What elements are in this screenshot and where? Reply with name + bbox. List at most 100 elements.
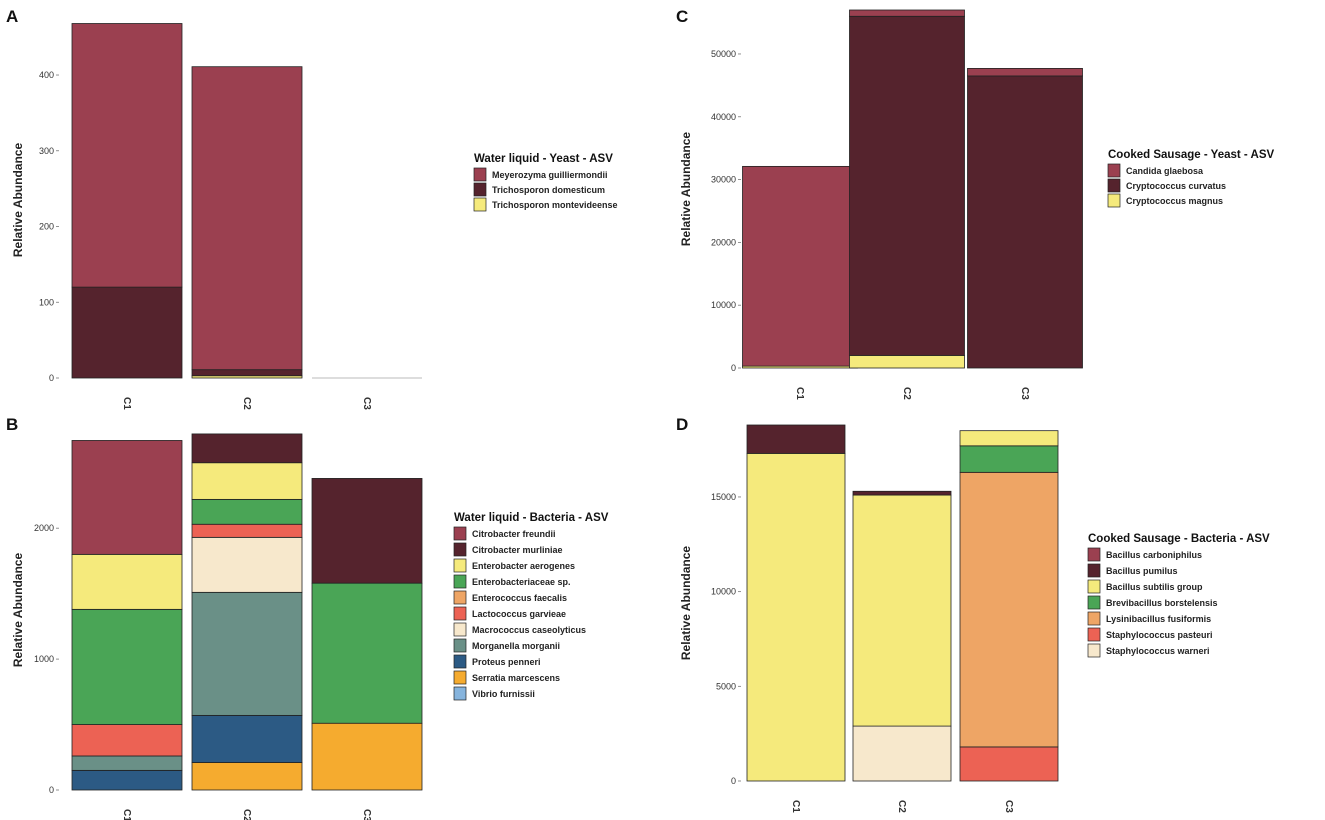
legend-item: Bacillus carboniphilus [1106, 550, 1202, 560]
legend-item: Citrobacter murliniae [472, 545, 563, 555]
bar-segment-c2-bacillus-pumilus [852, 490, 952, 496]
bar-segment-c1-enterobacteriaceae-sp- [71, 608, 183, 725]
x-tick-label: C1 [121, 397, 132, 410]
legend-swatch [1087, 579, 1101, 594]
legend-swatch [1107, 178, 1121, 193]
bar-segment-c2-meyerozyma-guilliermondii [191, 66, 303, 371]
legend-swatch [453, 606, 467, 621]
legend-swatch [453, 622, 467, 637]
legend-title: Cooked Sausage - Bacteria - ASV [1088, 533, 1270, 545]
bar-segment-c1-citrobacter-freundii [71, 440, 183, 555]
bar-segment-c3-enterobacteriaceae-sp- [311, 582, 423, 724]
y-tick-label: 50000 [711, 49, 736, 59]
legend-swatch [453, 574, 467, 589]
legend-item: Lysinibacillus fusiformis [1106, 614, 1211, 624]
bar-segment-c1-candida-glaebosa [742, 165, 858, 367]
legend-swatch [1087, 547, 1101, 562]
bar-segment-c3-candida-glaebosa [967, 68, 1083, 77]
bar-segment-c2-candida-glaebosa [849, 9, 965, 17]
panel-c: C 0 10000 20000 30000 40000 50000 Relative Abun… [676, 7, 1275, 400]
legend-item: Proteus penneri [472, 657, 541, 667]
legend-item: Brevibacillus borstelensis [1106, 598, 1218, 608]
y-tick-label: 0 [731, 776, 736, 786]
legend-swatch [453, 670, 467, 685]
y-tick-label: 0 [49, 785, 54, 795]
panel-letter: C [676, 7, 688, 26]
bar-segment-c1-lactococcus-garvieae [71, 724, 183, 757]
bar-segment-c2-cryptococcus-curvatus [849, 15, 965, 356]
panel-letter: D [676, 415, 688, 434]
legend-title: Cooked Sausage - Yeast - ASV [1108, 149, 1275, 161]
bar-segment-c1-proteus-penneri [71, 769, 183, 791]
bar-segment-c2-morganella-morganii [191, 591, 303, 716]
y-axis-label: Relative Abundance [679, 546, 693, 661]
y-tick-label: 2000 [34, 523, 54, 533]
bar-segment-c2-staphylococcus-warneri [852, 725, 952, 782]
y-tick-label: 5000 [716, 681, 736, 691]
legend-swatch [1107, 193, 1121, 208]
legend-swatch [453, 526, 467, 541]
y-tick-label: 40000 [711, 112, 736, 122]
legend-item: Citrobacter freundii [472, 529, 556, 539]
y-tick-label: 200 [39, 222, 54, 232]
bar-segment-c3-citrobacter-murliniae [311, 478, 423, 584]
y-tick-label: 30000 [711, 175, 736, 185]
bar-segment-c3-staphylococcus-pasteuri [959, 746, 1059, 782]
bar-segment-c2-citrobacter-murliniae [191, 433, 303, 464]
legend-item: Bacillus subtilis group [1106, 582, 1203, 592]
legend-item: Enterobacter aerogenes [472, 561, 575, 571]
bar-segment-c3-bacillus-subtilis-group [959, 430, 1059, 447]
bar-segment-c3-brevibacillus-borstelensis [959, 445, 1059, 473]
x-tick-label: C2 [241, 809, 252, 820]
bar-segment-c2-lactococcus-garvieae [191, 523, 303, 538]
legend-swatch [1107, 163, 1121, 178]
panel-a: A 0 100 200 300 400 Relative Abundance C1 C2 C3 Wa… [6, 7, 618, 410]
y-tick-label: 0 [49, 373, 54, 383]
legend-item: Vibrio furnissii [472, 689, 535, 699]
legend-swatch [453, 558, 467, 573]
legend-swatch [1087, 611, 1101, 626]
legend-swatch [1087, 643, 1101, 658]
legend-item: Enterobacteriaceae sp. [472, 577, 571, 587]
legend-swatch [1087, 595, 1101, 610]
legend-item: Lactococcus garvieae [472, 609, 566, 619]
legend-item: Trichosporon domesticum [492, 185, 605, 195]
legend-swatch [453, 654, 467, 669]
bar-segment-c1-trichosporon-domesticum [71, 286, 183, 379]
legend-item: Trichosporon montevideense [492, 200, 618, 210]
panel-letter: A [6, 7, 18, 26]
legend-swatch [453, 542, 467, 557]
bar-segment-c2-bacillus-subtilis-group [852, 494, 952, 727]
legend-title: Water liquid - Yeast - ASV [474, 153, 613, 165]
legend-title: Water liquid - Bacteria - ASV [454, 512, 609, 524]
legend-item: Staphylococcus pasteuri [1106, 630, 1213, 640]
x-tick-label: C1 [790, 800, 801, 813]
y-tick-label: 100 [39, 297, 54, 307]
legend-swatch [453, 638, 467, 653]
y-axis-label: Relative Abundance [11, 553, 25, 668]
legend-item: Candida glaebosa [1126, 166, 1204, 176]
legend-swatch [453, 590, 467, 605]
y-axis-label: Relative Abundance [11, 143, 25, 258]
x-tick-label: C2 [241, 397, 252, 410]
x-tick-label: C1 [121, 809, 132, 820]
panel-d: D 0 5000 10000 15000 Relative Abundance C1 C2 C3… [676, 415, 1270, 813]
legend-item: Meyerozyma guilliermondii [492, 170, 608, 180]
legend-swatch [1087, 563, 1101, 578]
panel-b: B 0 1000 2000 Relative Abundance C1 C2 C3 Water … [6, 415, 609, 820]
bar-segment-c2-proteus-penneri [191, 714, 303, 763]
y-tick-label: 300 [39, 146, 54, 156]
x-tick-label: C2 [896, 800, 907, 813]
legend-swatch [453, 686, 467, 701]
legend-item: Cryptococcus curvatus [1126, 181, 1226, 191]
y-tick-label: 10000 [711, 300, 736, 310]
y-tick-label: 400 [39, 70, 54, 80]
x-tick-label: C3 [1019, 387, 1030, 400]
x-tick-label: C3 [1003, 800, 1014, 813]
legend-item: Staphylococcus warneri [1106, 646, 1210, 656]
bar-segment-c3-serratia-marcescens [311, 722, 423, 791]
x-tick-label: C1 [794, 387, 805, 400]
legend-swatch [473, 182, 487, 197]
legend-swatch [473, 167, 487, 182]
legend-item: Enterococcus faecalis [472, 593, 567, 603]
